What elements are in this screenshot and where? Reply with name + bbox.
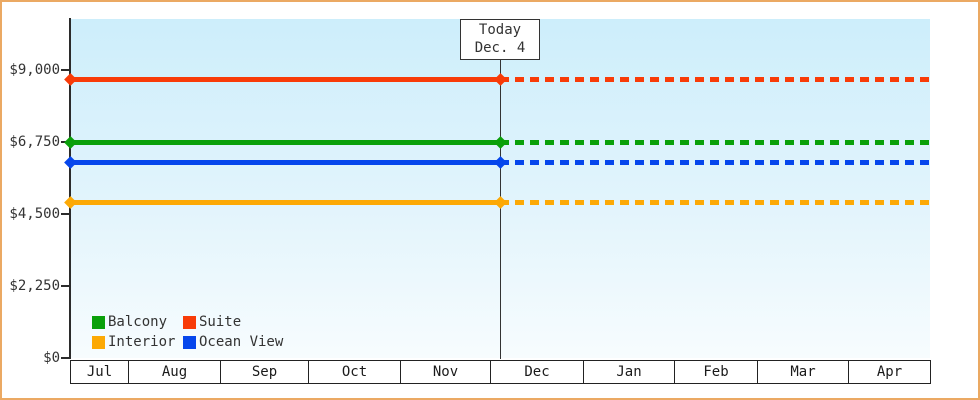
legend-label: Balcony (108, 314, 168, 330)
y-axis-line (69, 18, 71, 359)
month-cell-jul: Jul (71, 361, 129, 383)
series-line-dashed-interior (500, 200, 930, 206)
x-axis-month-band: Jul Aug Sep Oct Nov Dec Jan Feb Mar Apr (70, 360, 931, 384)
series-line-solid-balcony (70, 139, 500, 145)
y-tick-mark (61, 69, 70, 72)
month-cell-sep: Sep (221, 361, 309, 383)
series-line-solid-interior (70, 200, 500, 206)
legend-item-interior: Interior (92, 332, 183, 352)
y-tick-label: $2,250 (9, 278, 60, 295)
legend-swatch-icon (183, 335, 196, 349)
legend-swatch-icon (92, 315, 105, 329)
y-tick-mark (61, 213, 70, 216)
today-label: Today (478, 22, 522, 38)
y-tick-label: $0 (43, 350, 60, 366)
today-date: Dec. 4 (474, 40, 526, 56)
legend: Balcony Suite Interior Ocean View (92, 312, 283, 352)
series-line-dashed-balcony (500, 139, 930, 145)
today-annotation: Today Dec. 4 (460, 19, 540, 60)
month-cell-dec: Dec (491, 361, 584, 383)
legend-item-suite: Suite (183, 312, 283, 332)
legend-swatch-icon (92, 335, 105, 349)
series-line-solid-suite (70, 77, 500, 83)
series-line-solid-ocean-view (70, 160, 500, 166)
series-line-dashed-ocean-view (500, 160, 930, 166)
month-cell-oct: Oct (309, 361, 401, 383)
month-cell-feb: Feb (675, 361, 758, 383)
y-tick-label: $4,500 (9, 206, 60, 223)
legend-label: Ocean View (199, 334, 284, 350)
y-tick-label: $6,750 (9, 134, 60, 151)
month-cell-nov: Nov (401, 361, 491, 383)
month-cell-apr: Apr (849, 361, 931, 383)
legend-label: Suite (199, 314, 242, 330)
month-cell-aug: Aug (129, 361, 221, 383)
y-tick-mark (61, 357, 70, 359)
legend-label: Interior (108, 334, 176, 350)
month-cell-jan: Jan (584, 361, 675, 383)
y-tick-label: $9,000 (9, 62, 60, 79)
legend-item-balcony: Balcony (92, 312, 183, 332)
legend-swatch-icon (183, 315, 196, 329)
series-line-dashed-suite (500, 77, 930, 83)
y-tick-mark (61, 285, 70, 288)
legend-item-ocean-view: Ocean View (183, 332, 283, 352)
month-cell-mar: Mar (758, 361, 849, 383)
